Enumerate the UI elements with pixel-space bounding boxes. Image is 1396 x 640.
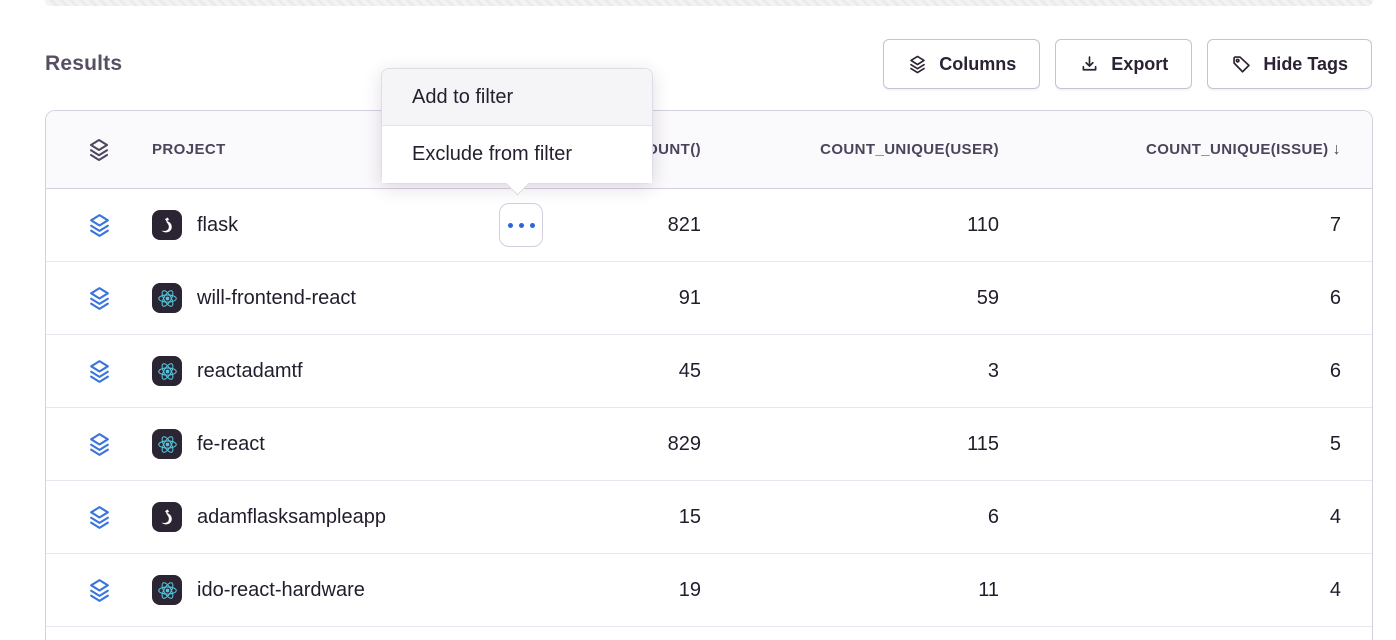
cell-context-menu: Add to filter Exclude from filter [381, 68, 653, 196]
count-unique-issue-cell: 4 [1329, 505, 1341, 528]
project-name[interactable]: will-frontend-react [197, 286, 356, 309]
count-cell: 19 [678, 578, 701, 601]
project-name[interactable]: fe-react [197, 432, 265, 455]
count-unique-issue-cell: 7 [1329, 213, 1341, 236]
count-unique-issue-cell: 4 [1329, 578, 1341, 601]
toolbar: Columns Export Hide Tags [883, 39, 1372, 89]
platform-icon [152, 356, 182, 386]
layers-icon [86, 358, 113, 385]
count-cell: 45 [678, 359, 701, 382]
count-cell: 91 [678, 286, 701, 309]
platform-icon [152, 575, 182, 605]
react-icon [157, 434, 178, 455]
count-unique-issue-cell: 6 [1329, 286, 1341, 309]
layers-icon [86, 212, 113, 239]
platform-icon [152, 283, 182, 313]
flask-icon [157, 507, 177, 527]
table-header-row: PROJECT COUNT() COUNT_UNIQUE(USER) COUNT… [46, 111, 1372, 189]
count-unique-issue-cell: 5 [1329, 432, 1341, 455]
layers-icon [86, 285, 113, 312]
react-icon [157, 288, 178, 309]
table-row[interactable]: reactadamtf 45 3 6 [46, 335, 1372, 408]
count-unique-user-cell: 110 [967, 213, 999, 236]
ellipsis-icon [518, 222, 524, 228]
layers-icon [907, 54, 928, 75]
react-icon [157, 361, 178, 382]
table-row[interactable]: fe-react 829 115 5 [46, 408, 1372, 481]
hide-tags-button-label: Hide Tags [1263, 53, 1348, 74]
count-unique-user-cell: 6 [987, 505, 999, 528]
layers-icon [86, 137, 112, 163]
menu-item-add-to-filter[interactable]: Add to filter [382, 69, 652, 126]
count-cell: 829 [667, 432, 701, 455]
platform-icon [152, 210, 182, 240]
count-unique-user-cell: 59 [976, 286, 999, 309]
count-unique-issue-cell: 6 [1329, 359, 1341, 382]
results-header: Results Columns Export Hide Tags [45, 38, 1372, 90]
export-button[interactable]: Export [1055, 39, 1193, 89]
table-body: flask 821 110 7 will-frontend-react 91 5… [46, 189, 1372, 627]
platform-icon [152, 502, 182, 532]
react-icon [157, 580, 178, 601]
download-icon [1079, 54, 1100, 75]
export-button-label: Export [1111, 53, 1169, 74]
count-unique-user-cell: 3 [987, 359, 999, 382]
count-cell: 821 [667, 213, 701, 236]
tag-icon [1231, 54, 1252, 75]
chart-panel-bottom-edge [45, 0, 1373, 6]
results-table: PROJECT COUNT() COUNT_UNIQUE(USER) COUNT… [45, 110, 1373, 640]
platform-icon [152, 429, 182, 459]
project-name[interactable]: adamflasksampleapp [197, 505, 386, 528]
sort-desc-icon[interactable]: ↓ [1332, 140, 1341, 158]
layers-icon [86, 504, 113, 531]
table-row[interactable]: ido-react-hardware 19 11 4 [46, 554, 1372, 627]
project-name[interactable]: ido-react-hardware [197, 578, 365, 601]
project-name[interactable]: flask [197, 213, 239, 236]
cell-actions-ellipsis-button[interactable] [499, 203, 543, 247]
hide-tags-button[interactable]: Hide Tags [1207, 39, 1372, 89]
count-unique-user-cell: 11 [978, 578, 999, 601]
column-header-project[interactable]: PROJECT [152, 141, 226, 158]
project-name[interactable]: reactadamtf [197, 359, 303, 382]
columns-button[interactable]: Columns [883, 39, 1041, 89]
table-row[interactable]: adamflasksampleapp 15 6 4 [46, 481, 1372, 554]
layers-icon [86, 577, 113, 604]
column-header-count-unique-user[interactable]: COUNT_UNIQUE(USER) [820, 141, 999, 158]
count-cell: 15 [678, 505, 701, 528]
table-row[interactable]: flask 821 110 7 [46, 189, 1372, 262]
page-title: Results [45, 52, 123, 75]
column-header-count-unique-issue[interactable]: COUNT_UNIQUE(ISSUE) ↓ [1145, 140, 1341, 158]
columns-button-label: Columns [939, 53, 1017, 74]
table-row[interactable]: will-frontend-react 91 59 6 [46, 262, 1372, 335]
flask-icon [157, 215, 177, 235]
ellipsis-icon [529, 222, 535, 228]
count-unique-user-cell: 115 [967, 432, 999, 455]
ellipsis-icon [507, 222, 513, 228]
layers-icon [86, 431, 113, 458]
